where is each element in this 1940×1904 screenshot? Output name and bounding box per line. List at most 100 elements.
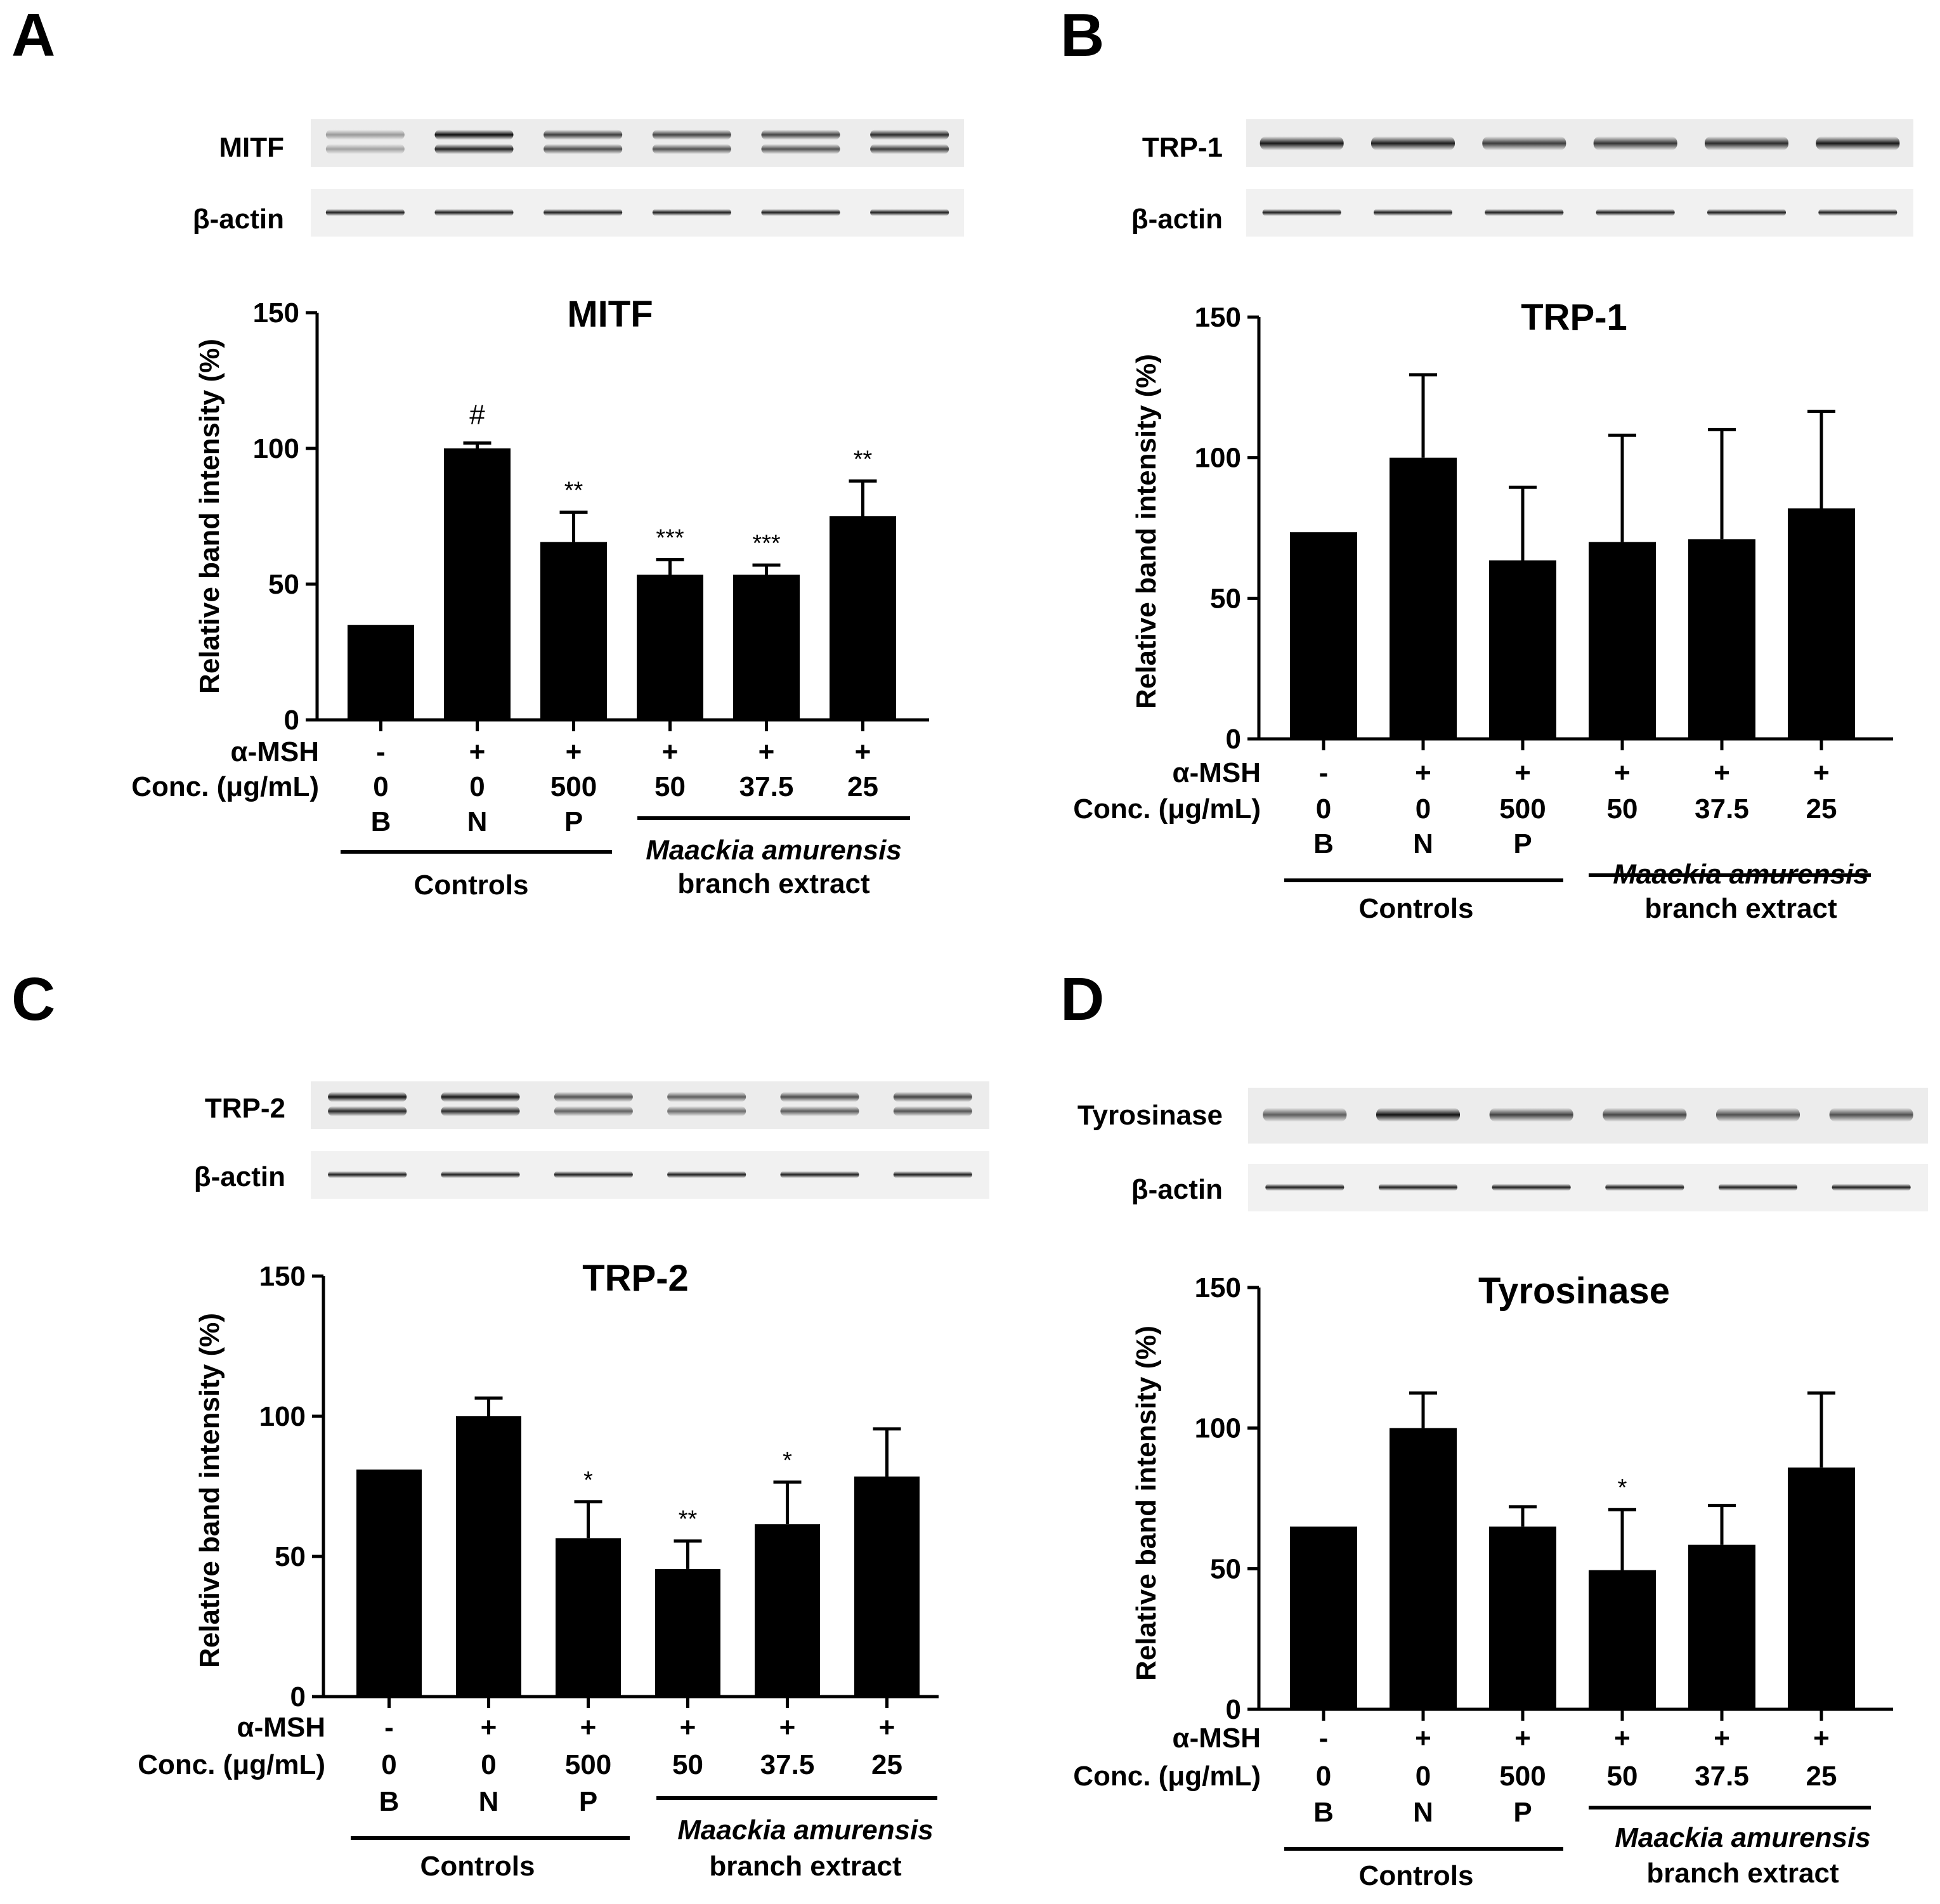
blot-band — [1371, 136, 1455, 150]
actin-band — [780, 1171, 859, 1178]
extract-label-part: branch extract — [1644, 893, 1837, 924]
conc-value: 500 — [565, 1749, 611, 1780]
msh-value: + — [1415, 757, 1431, 788]
conc-value: 25 — [871, 1749, 902, 1780]
loading-control-label: β-actin — [1131, 1174, 1223, 1205]
msh-value: + — [1614, 757, 1631, 788]
y-tick-label: 0 — [1226, 1694, 1241, 1725]
conc-row-label: Conc. (μg/mL) — [131, 771, 319, 802]
blot-band — [1489, 1107, 1573, 1122]
actin-band — [652, 209, 731, 216]
group-code: B — [1313, 1797, 1334, 1828]
bar-B — [1290, 532, 1357, 739]
actin-band — [1707, 209, 1786, 216]
msh-value: - — [1319, 757, 1329, 788]
actin-band — [1265, 1183, 1344, 1191]
blot-band — [1260, 136, 1344, 150]
conc-value: 37.5 — [760, 1749, 815, 1780]
msh-value: + — [1614, 1723, 1631, 1754]
extract-label-part: branch extract — [709, 1851, 902, 1882]
conc-value: 0 — [1316, 1761, 1331, 1792]
blot-band — [328, 1092, 407, 1102]
actin-band — [544, 209, 623, 216]
blot-label: MITF — [219, 132, 284, 163]
blot-strip-target — [1248, 1088, 1928, 1144]
y-axis-label: Relative band intensity (%) — [1131, 1326, 1162, 1681]
conc-value: 50 — [1607, 1761, 1638, 1792]
panel-letter: A — [11, 1, 55, 69]
conc-value: 37.5 — [1695, 1761, 1749, 1792]
extract-label-part: branch extract — [1646, 1858, 1839, 1889]
blot-band — [652, 129, 731, 140]
chart-title: Tyrosinase — [1478, 1270, 1670, 1312]
blot-band — [544, 129, 623, 140]
msh-value: + — [879, 1712, 895, 1743]
significance-marker: * — [1618, 1475, 1627, 1501]
group-code: N — [479, 1786, 499, 1817]
conc-row-label: Conc. (μg/mL) — [1073, 793, 1261, 825]
conc-value: 0 — [1316, 793, 1331, 825]
conc-value: 500 — [550, 771, 597, 802]
y-tick-label: 100 — [1195, 443, 1241, 474]
bar-P — [1489, 560, 1556, 739]
blot-label: TRP-2 — [205, 1093, 285, 1124]
conc-value: 0 — [1416, 1761, 1431, 1792]
significance-marker: ** — [679, 1506, 698, 1533]
blot-band — [1482, 136, 1566, 150]
conc-value: 500 — [1499, 793, 1546, 825]
actin-band — [1832, 1183, 1911, 1191]
blot-band — [441, 1106, 520, 1116]
y-tick-label: 150 — [253, 297, 299, 329]
blot-band — [652, 144, 731, 154]
actin-band — [1492, 1183, 1571, 1191]
msh-value: + — [680, 1712, 696, 1743]
y-axis-label: Relative band intensity (%) — [194, 1313, 225, 1668]
msh-row-label: α-MSH — [1173, 757, 1261, 788]
bar-P — [540, 542, 607, 720]
bar-50 — [1589, 542, 1656, 739]
bar-37.5 — [755, 1524, 820, 1697]
bar-37.5 — [1688, 539, 1755, 739]
blot-band — [1829, 1107, 1913, 1122]
bar-P — [1489, 1526, 1556, 1709]
conc-value: 25 — [847, 771, 878, 802]
bar-25 — [830, 516, 896, 720]
y-tick-label: 50 — [275, 1541, 306, 1572]
bar-N — [456, 1416, 521, 1697]
y-tick-label: 50 — [1210, 583, 1241, 614]
y-tick-label: 150 — [1195, 302, 1241, 333]
msh-value: - — [1319, 1723, 1329, 1754]
conc-value: 0 — [469, 771, 485, 802]
conc-value: 25 — [1806, 1761, 1837, 1792]
bar-N — [1390, 457, 1457, 739]
actin-band — [554, 1171, 633, 1178]
bar-B — [348, 625, 414, 720]
conc-value: 50 — [1607, 793, 1638, 825]
bar-B — [356, 1469, 422, 1697]
actin-band — [1605, 1183, 1684, 1191]
msh-value: + — [1514, 757, 1531, 788]
conc-value: 50 — [654, 771, 686, 802]
msh-value: + — [1813, 757, 1830, 788]
panel-c: C TRP-2 β-actin TRP-2 0 50 100 150 Relative band… — [11, 965, 989, 1882]
actin-band — [667, 1171, 746, 1178]
bar-50 — [637, 575, 703, 720]
group-code: P — [579, 1786, 597, 1817]
blot-label: Tyrosinase — [1077, 1100, 1223, 1131]
blot-band — [1705, 136, 1788, 150]
blot-strip-actin — [1246, 189, 1913, 237]
msh-value: + — [1514, 1723, 1531, 1754]
controls-label: Controls — [414, 870, 529, 901]
msh-value: + — [662, 736, 679, 767]
significance-marker: # — [469, 399, 485, 430]
group-code: B — [379, 1786, 400, 1817]
group-code: P — [1513, 1797, 1532, 1828]
extract-label-species: Maackia amurensis — [1613, 859, 1869, 890]
chart-title: TRP-1 — [1521, 297, 1627, 338]
panel-a: A MITF β-actin MITF 0 50 100 150 Relative band i… — [11, 1, 964, 901]
msh-value: + — [779, 1712, 796, 1743]
group-code: P — [564, 806, 583, 837]
extract-label-part: branch extract — [677, 868, 870, 899]
y-tick-label: 100 — [1195, 1413, 1241, 1444]
blot-band — [1376, 1107, 1460, 1122]
